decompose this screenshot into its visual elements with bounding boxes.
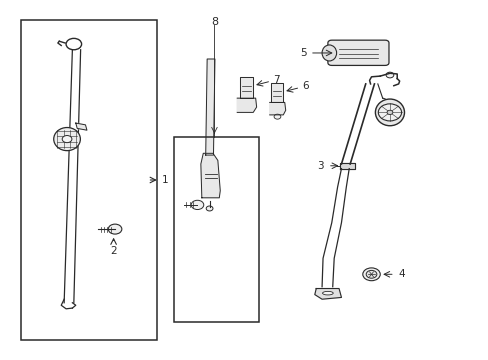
Circle shape xyxy=(206,206,213,211)
Polygon shape xyxy=(76,123,87,130)
Circle shape xyxy=(108,224,122,234)
Text: 8: 8 xyxy=(210,17,218,27)
Circle shape xyxy=(191,200,203,210)
Polygon shape xyxy=(271,83,283,103)
Ellipse shape xyxy=(375,99,404,126)
Circle shape xyxy=(386,72,393,78)
Circle shape xyxy=(366,270,376,278)
Text: 3: 3 xyxy=(316,161,323,171)
FancyBboxPatch shape xyxy=(327,40,388,66)
Ellipse shape xyxy=(54,127,80,150)
Polygon shape xyxy=(340,163,354,168)
Polygon shape xyxy=(205,59,215,155)
Circle shape xyxy=(378,104,401,121)
Bar xyxy=(174,137,259,322)
Text: 4: 4 xyxy=(397,269,404,279)
Text: 2: 2 xyxy=(110,246,117,256)
Polygon shape xyxy=(269,103,285,115)
Circle shape xyxy=(273,114,280,119)
Circle shape xyxy=(362,268,380,281)
Polygon shape xyxy=(239,77,253,98)
Polygon shape xyxy=(237,98,256,112)
Polygon shape xyxy=(201,153,220,198)
Circle shape xyxy=(386,110,392,114)
Text: 1: 1 xyxy=(162,175,168,185)
Text: 7: 7 xyxy=(273,75,280,85)
Ellipse shape xyxy=(322,45,336,61)
Circle shape xyxy=(62,135,72,143)
Bar xyxy=(21,20,157,340)
Ellipse shape xyxy=(322,291,332,295)
Polygon shape xyxy=(314,288,341,299)
Text: 6: 6 xyxy=(302,81,309,91)
Text: 5: 5 xyxy=(299,48,306,58)
